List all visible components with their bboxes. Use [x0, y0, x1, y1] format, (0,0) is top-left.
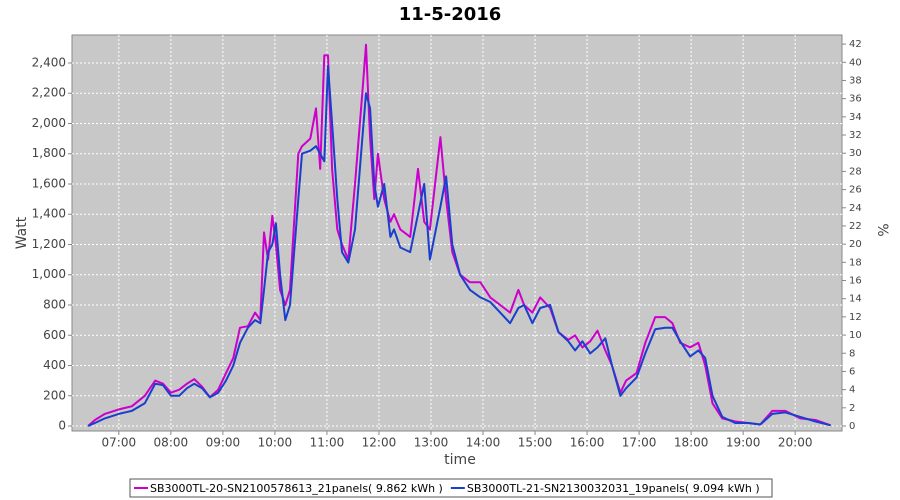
y-tick-label: 2,400: [32, 55, 66, 69]
legend-label: SB3000TL-20-SN2100578613_21panels( 9.862…: [150, 482, 443, 495]
y-tick-label: 1,000: [32, 267, 66, 281]
y2-tick-label: 24: [849, 203, 862, 214]
y-tick-label: 600: [43, 328, 66, 342]
y2-tick-label: 6: [849, 366, 855, 377]
series-line: [87, 43, 831, 427]
y2-tick-label: 2: [849, 403, 855, 414]
y2-tick-label: 30: [849, 148, 862, 159]
y-tick-label: 800: [43, 298, 66, 312]
y2-tick-label: 18: [849, 257, 862, 268]
x-tick-label: 17:00: [622, 436, 657, 450]
y-tick-label: 0: [58, 419, 66, 433]
y-tick-label: 400: [43, 358, 66, 372]
y2-tick-label: 34: [849, 112, 862, 123]
y2-tick-label: 8: [849, 348, 855, 359]
plot-area: [71, 34, 843, 432]
y2-tick-label: 14: [849, 294, 862, 305]
y-tick-label: 2,000: [32, 116, 66, 130]
x-tick-label: 15:00: [518, 436, 553, 450]
y2-tick-label: 26: [849, 185, 862, 196]
x-tick-label: 10:00: [258, 436, 293, 450]
x-tick-label: 07:00: [102, 436, 137, 450]
x-tick-label: 19:00: [726, 436, 761, 450]
y-tick-label: 1,400: [32, 207, 66, 221]
y2-tick-label: 16: [849, 276, 862, 287]
y2-tick-label: 36: [849, 94, 862, 105]
x-axis-label: time: [444, 452, 476, 468]
y-tick-label: 2,200: [32, 86, 66, 100]
y-tick-label: 1,200: [32, 237, 66, 251]
x-tick-label: 16:00: [570, 436, 605, 450]
y-tick-label: 1,600: [32, 176, 66, 190]
x-tick-label: 08:00: [154, 436, 189, 450]
chart-title: 11-5-2016: [399, 4, 502, 25]
y2-tick-label: 42: [849, 39, 862, 50]
y2-tick-label: 20: [849, 239, 862, 250]
y-axis-label: Watt: [14, 216, 30, 249]
x-tick-label: 20:00: [778, 436, 813, 450]
y2-tick-label: 12: [849, 312, 862, 323]
y2-tick-label: 22: [849, 221, 862, 232]
x-tick-label: 11:00: [310, 436, 345, 450]
y2-tick-label: 28: [849, 166, 862, 177]
y2-tick-label: 10: [849, 330, 862, 341]
y2-tick-label: 38: [849, 75, 862, 86]
x-tick-label: 12:00: [362, 436, 397, 450]
x-tick-label: 13:00: [414, 436, 449, 450]
y2-axis-label: %: [874, 223, 890, 236]
y-tick-label: 200: [43, 388, 66, 402]
y2-tick-label: 32: [849, 130, 862, 141]
y2-tick-label: 4: [849, 385, 855, 396]
series-line: [87, 65, 831, 427]
legend-label: SB3000TL-21-SN2130032031_19panels( 9.094…: [467, 482, 760, 495]
x-tick-label: 18:00: [674, 436, 709, 450]
y2-tick-label: 0: [849, 421, 855, 432]
y-tick-label: 1,800: [32, 146, 66, 160]
x-tick-label: 09:00: [206, 436, 241, 450]
x-tick-label: 14:00: [466, 436, 501, 450]
y2-tick-label: 40: [849, 57, 862, 68]
